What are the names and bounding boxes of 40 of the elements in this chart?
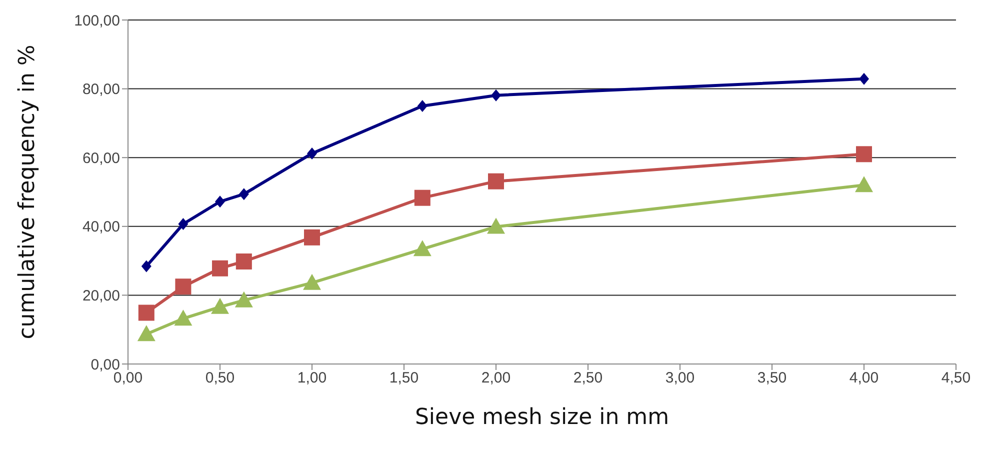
x-tick-label: 1,00 (297, 370, 327, 387)
y-tick-label: 100,00 (74, 12, 120, 30)
x-tick-label: 1,50 (389, 370, 419, 387)
x-tick-label: 3,00 (665, 370, 695, 387)
point (855, 176, 873, 192)
point (417, 100, 428, 112)
point (859, 72, 869, 85)
point (413, 240, 432, 256)
y-tick-label: 60,00 (82, 150, 120, 167)
point (234, 291, 253, 308)
x-tick-label: 2,00 (481, 370, 511, 387)
point (414, 190, 430, 206)
point (856, 146, 872, 162)
x-tick-label: 4,00 (849, 370, 879, 387)
y-tick-label: 80,00 (82, 81, 120, 98)
point (215, 196, 225, 208)
point (238, 188, 249, 200)
point (178, 218, 188, 230)
x-tick-label: 4,50 (941, 370, 971, 387)
point (487, 218, 505, 234)
point (211, 298, 229, 314)
point (141, 260, 152, 272)
point (174, 310, 192, 326)
x-tick-label: 2,50 (573, 370, 603, 387)
point (303, 274, 321, 290)
point (137, 325, 156, 342)
point (236, 253, 252, 270)
point (138, 304, 154, 321)
point (175, 278, 192, 295)
x-tick-label: 0,50 (205, 370, 235, 387)
x-tick-label: 3,50 (757, 370, 787, 387)
y-tick-label: 40,00 (82, 218, 120, 236)
point (304, 229, 320, 246)
point (491, 89, 501, 102)
point (307, 147, 317, 160)
y-axis-title: cumulative frequency in % (14, 44, 40, 340)
point (212, 260, 228, 276)
point (488, 173, 504, 190)
y-tick-label: 20,00 (82, 288, 120, 305)
x-axis-title: Sieve mesh size in mm (414, 405, 670, 430)
